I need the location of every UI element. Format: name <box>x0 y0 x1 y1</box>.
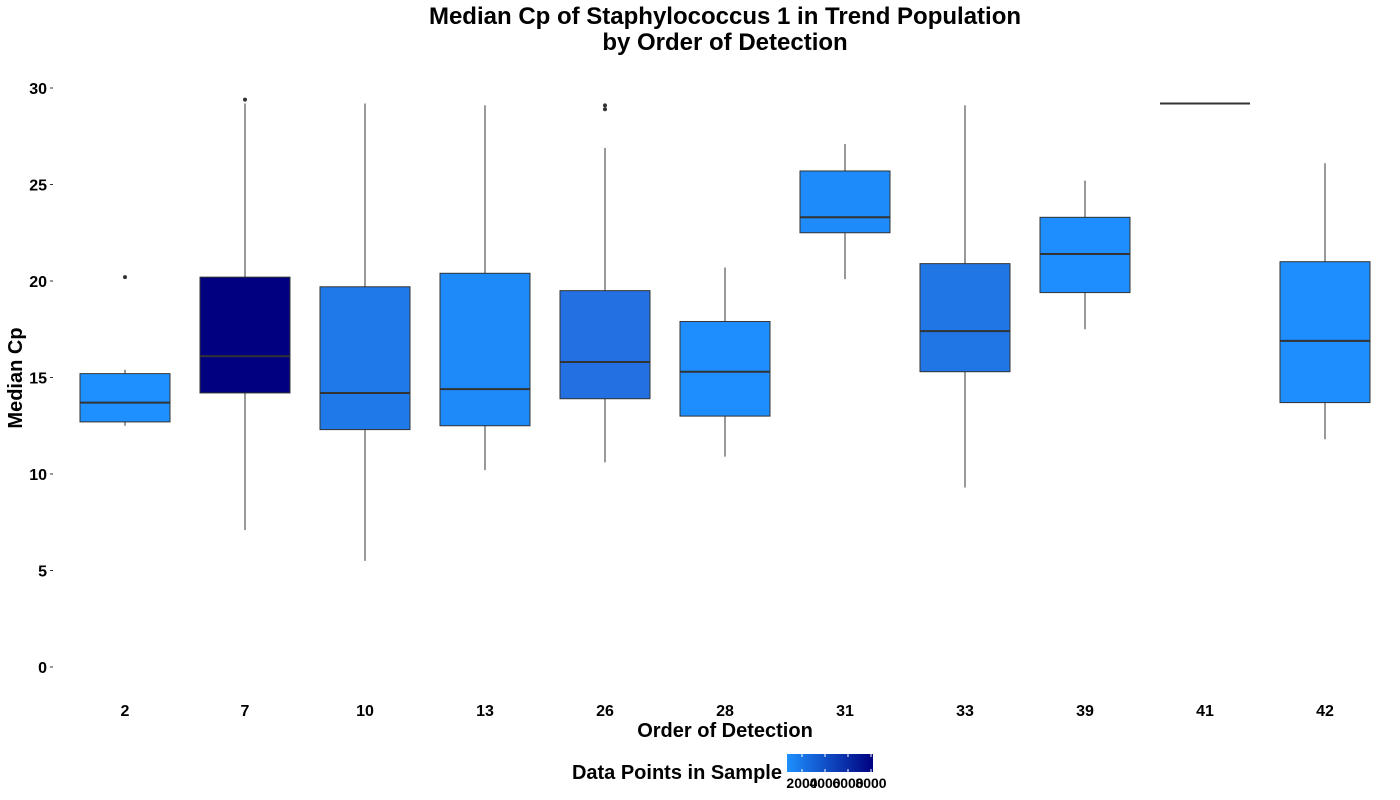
legend-colorbar <box>787 754 873 772</box>
x-tick-label: 2 <box>121 703 130 720</box>
x-tick-label: 41 <box>1196 703 1214 720</box>
box-42 <box>1279 163 1371 440</box>
x-tick-label: 7 <box>241 703 250 720</box>
box-body <box>439 272 531 427</box>
y-axis-title: Median Cp <box>5 327 27 429</box>
y-tick-label: 10 <box>29 467 47 484</box>
outlier-point <box>123 275 127 280</box>
box-body <box>79 373 171 423</box>
y-tick-label: 20 <box>29 274 47 291</box>
x-tick-label: 42 <box>1316 703 1334 720</box>
box-body <box>799 170 891 234</box>
x-tick-label: 31 <box>836 703 854 720</box>
box-26 <box>559 103 651 463</box>
box-2 <box>79 275 171 426</box>
box-body <box>559 290 651 400</box>
x-tick-label: 26 <box>596 703 614 720</box>
y-tick-label: 5 <box>38 564 47 581</box>
y-axis: 0 5 10 15 20 25 30 <box>29 81 53 677</box>
box-13 <box>439 105 531 471</box>
box-31 <box>799 143 891 280</box>
box-39 <box>1039 180 1131 330</box>
box-body <box>919 263 1011 373</box>
x-tick-label: 13 <box>476 703 494 720</box>
y-tick-label: 15 <box>29 371 47 388</box>
x-axis-title: Order of Detection <box>637 720 813 742</box>
box-body <box>1279 261 1371 404</box>
chart-title: Median Cp of Staphylococcus 1 in Trend P… <box>428 3 1022 56</box>
legend-tick-label: 6000 <box>832 775 863 791</box>
legend-tick-label: 4000 <box>809 775 840 791</box>
outlier-point <box>243 97 247 102</box>
box-33 <box>919 105 1011 488</box>
box-28 <box>679 267 771 457</box>
x-tick-label: 33 <box>956 703 974 720</box>
box-body <box>319 286 411 431</box>
legend-title: Data Points in Sample <box>571 762 782 784</box>
y-tick-label: 30 <box>29 81 47 98</box>
x-tick-label: 28 <box>716 703 734 720</box>
box-body <box>199 276 291 394</box>
legend-tick-label: 2000 <box>786 775 817 791</box>
box-7 <box>199 97 291 530</box>
y-tick-label: 25 <box>29 178 47 195</box>
x-axis: 2 7 10 13 26 28 31 33 39 41 42 <box>121 703 1334 720</box>
legend-tick-label: 8000 <box>855 775 886 791</box>
y-tick-label: 0 <box>38 660 47 677</box>
outlier-point <box>603 107 607 112</box>
x-tick-label: 39 <box>1076 703 1094 720</box>
box-body <box>679 321 771 417</box>
outlier-point <box>603 103 607 108</box>
box-10 <box>319 103 411 561</box>
x-tick-label: 10 <box>356 703 374 720</box>
boxes <box>79 97 1371 561</box>
